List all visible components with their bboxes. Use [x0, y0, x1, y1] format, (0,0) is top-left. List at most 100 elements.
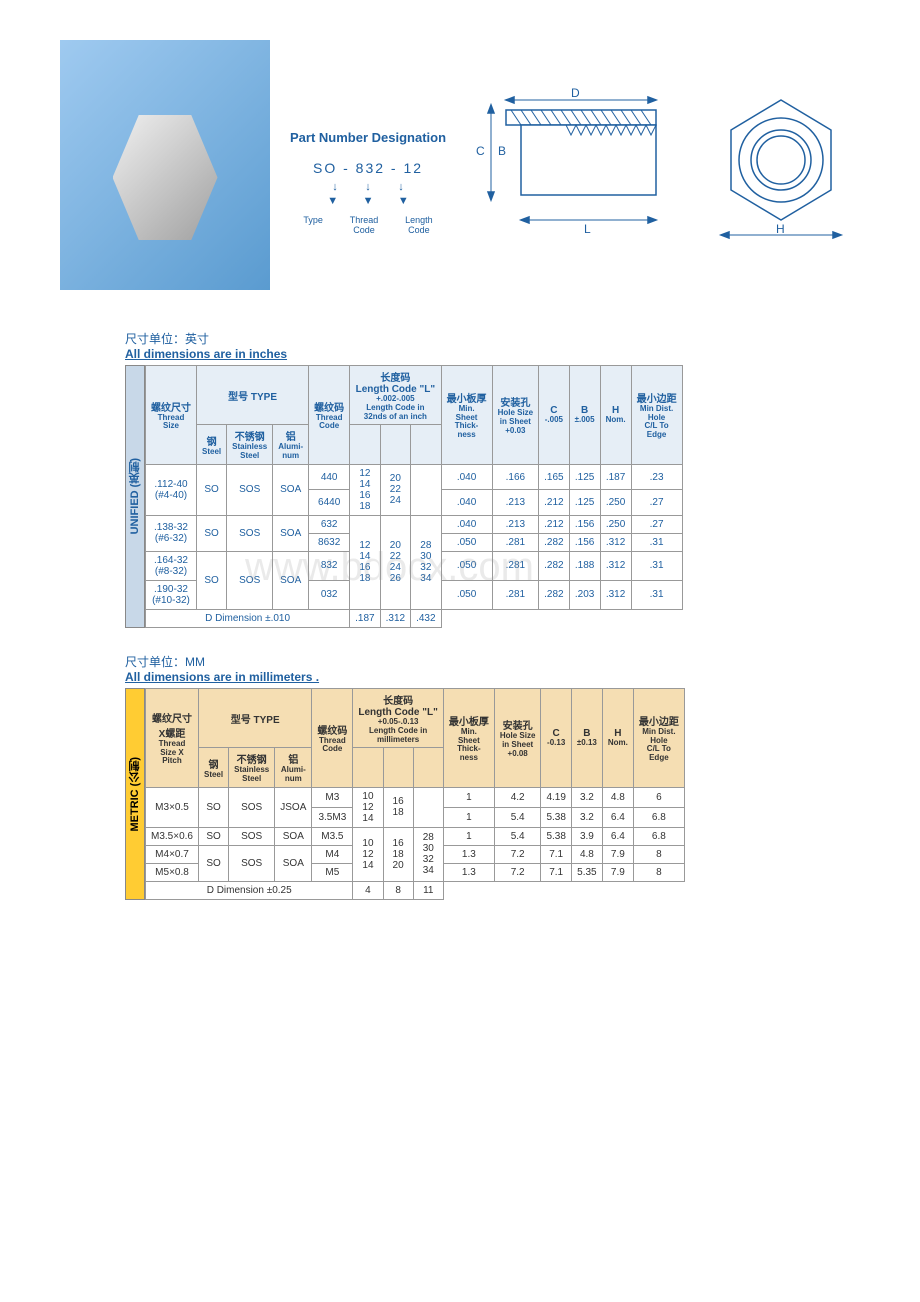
cell: .312 [600, 533, 631, 551]
hdr-al-en: Alumi- num [278, 443, 303, 461]
hdr-edge-cn: 最小边距 [637, 390, 677, 405]
cell: .165 [539, 464, 569, 490]
hdr-ctol: -.005 [544, 416, 563, 425]
cell: .27 [631, 515, 682, 533]
cell: .212 [539, 490, 569, 516]
cell: SOA [275, 827, 312, 845]
cell: SOS [229, 845, 275, 881]
pn-thread-label: Thread Code [350, 215, 379, 235]
cell: 28 30 32 34 [411, 515, 441, 609]
cell: 440 [309, 464, 350, 490]
cell: 1.3 [443, 845, 494, 863]
hdr-thick-cn: 最小板厚 [447, 390, 487, 405]
hdr-thick-en: Min. Sheet Thick- ness [449, 728, 489, 763]
part-number-example: SO - 832 - 12 [290, 160, 446, 176]
cell: .040 [441, 515, 492, 533]
cell: .27 [631, 490, 682, 516]
cell: 5.4 [494, 807, 541, 827]
d-dim-label: D Dimension ±.010 [146, 609, 350, 627]
hdr-al-cn: 铝 [280, 751, 306, 766]
hdr-steel-cn: 钢 [204, 756, 223, 771]
inches-caption-cn: 尺寸单位：英寸 [125, 330, 860, 347]
hdr-lengthcode-cn: 长度码 [355, 369, 435, 384]
hdr-threadcode-cn: 螺纹码 [314, 399, 344, 414]
cell: .050 [441, 551, 492, 580]
cell: .187 [350, 609, 380, 627]
cell: .282 [539, 580, 569, 609]
unified-tab: UNIFIED (英制) [125, 365, 145, 628]
hdr-steel-en: Steel [204, 771, 223, 780]
cell: M3.5 [312, 827, 353, 845]
cell: JSOA [275, 787, 312, 827]
side-view-diagram: C B D L [466, 85, 696, 245]
cell: 7.2 [494, 845, 541, 863]
hdr-lengthsub: +0.05-.0.13 Length Code in millimeters [358, 718, 437, 744]
cell: 16 18 [383, 787, 413, 827]
cell: 6 [633, 787, 684, 807]
hex-view-diagram: H [706, 85, 856, 245]
metric-table: 螺纹尺寸 X螺距Thread Size X Pitch 型号 TYPE 螺纹码T… [145, 688, 685, 900]
cell: .138-32 (#6-32) [146, 515, 197, 551]
pn-length-label: Length Code [405, 215, 433, 235]
svg-text:C: C [476, 144, 485, 158]
cell: 3.5M3 [312, 807, 353, 827]
cell: SO [197, 464, 227, 515]
cell: .203 [569, 580, 600, 609]
svg-text:L: L [584, 222, 591, 236]
hdr-threadcode-cn: 螺纹码 [317, 722, 347, 737]
hdr-ss-cn: 不锈钢 [232, 428, 267, 443]
cell: 032 [309, 580, 350, 609]
cell: 4.8 [602, 787, 633, 807]
cell: SO [198, 827, 228, 845]
cell: 1.3 [443, 863, 494, 881]
cell: M5×0.8 [146, 863, 199, 881]
hdr-steel-cn: 钢 [202, 433, 221, 448]
cell: M3 [312, 787, 353, 807]
hdr-thick-cn: 最小板厚 [449, 713, 489, 728]
cell: 10 12 14 [353, 827, 383, 881]
cell: 7.9 [602, 863, 633, 881]
cell: 6.8 [633, 807, 684, 827]
cell: 3.2 [571, 807, 602, 827]
cell: 1 [443, 807, 494, 827]
cell: 1 [443, 787, 494, 807]
cell: .156 [569, 533, 600, 551]
cell: .040 [441, 490, 492, 516]
cell: .125 [569, 490, 600, 516]
cell: .432 [411, 609, 441, 627]
cell: 5.38 [541, 827, 571, 845]
cell: SOA [273, 464, 309, 515]
hdr-ss-en: Stainless Steel [232, 443, 267, 461]
cell: 5.35 [571, 863, 602, 881]
cell: 4.2 [494, 787, 541, 807]
cell: .31 [631, 551, 682, 580]
cell: 7.2 [494, 863, 541, 881]
cell: .125 [569, 464, 600, 490]
cell: .166 [492, 464, 539, 490]
hdr-edge-en: Min Dist. Hole C/L To Edge [639, 728, 679, 763]
cell: SOS [227, 464, 273, 515]
mm-caption-en: All dimensions are in millimeters . [125, 670, 860, 684]
cell: 7.1 [541, 863, 571, 881]
svg-text:B: B [498, 144, 506, 158]
cell: .250 [600, 490, 631, 516]
cell: .282 [539, 551, 569, 580]
hdr-hole-en: Hole Size in Sheet +0.08 [500, 732, 536, 758]
hdr-edge-en: Min Dist. Hole C/L To Edge [637, 405, 677, 440]
cell: 8 [633, 845, 684, 863]
cell [411, 464, 441, 515]
svg-text:D: D [571, 86, 580, 100]
cell: .23 [631, 464, 682, 490]
cell: .050 [441, 580, 492, 609]
cell: .112-40 (#4-40) [146, 464, 197, 515]
cell: .212 [539, 515, 569, 533]
cell: 4 [353, 881, 383, 899]
hdr-ss-en: Stainless Steel [234, 766, 269, 784]
cell: SO [198, 845, 228, 881]
cell: SOS [229, 827, 275, 845]
hdr-threadsize-en: Thread Size [151, 414, 191, 432]
cell: M3×0.5 [146, 787, 199, 827]
metric-tab: METRIC (公制) [125, 688, 145, 900]
cell: SO [197, 515, 227, 551]
cell: .282 [539, 533, 569, 551]
